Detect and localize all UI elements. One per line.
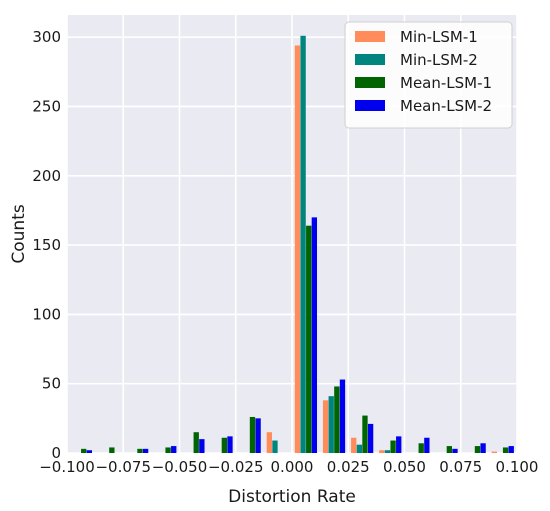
y-tick-label: 150: [32, 236, 61, 254]
x-axis-label: Distortion Rate: [228, 487, 356, 507]
x-tick-label: 0.075: [439, 458, 482, 476]
x-tick-label: 0.025: [327, 458, 370, 476]
bar-min-lsm-1: [322, 400, 329, 453]
bar-min-lsm-1: [491, 451, 498, 453]
bar-min-lsm-2: [300, 35, 306, 453]
bar-mean-lsm-2: [142, 448, 149, 453]
bar-min-lsm-2: [272, 440, 278, 453]
y-tick-label: 300: [32, 28, 61, 46]
bar-mean-lsm-1: [249, 416, 256, 453]
legend-label: Min-LSM-1: [400, 28, 478, 46]
bar-mean-lsm-2: [367, 423, 374, 453]
bar-mean-lsm-1: [334, 386, 340, 453]
y-tick-label: 200: [32, 167, 61, 185]
x-tick-label: 0.100: [496, 458, 539, 476]
y-axis-label: Counts: [9, 204, 29, 263]
bar-mean-lsm-2: [424, 437, 430, 453]
bar-mean-lsm-2: [199, 439, 205, 453]
legend-swatch: [355, 31, 385, 42]
x-tick-label: −0.100: [39, 458, 95, 476]
x-tick-label: 0.050: [383, 458, 426, 476]
bar-mean-lsm-1: [418, 443, 424, 453]
bar-min-lsm-1: [351, 437, 357, 453]
bar-mean-lsm-2: [86, 450, 93, 453]
legend-label: Min-LSM-2: [400, 51, 478, 69]
y-tick-label: 0: [51, 444, 61, 462]
legend-box: [344, 21, 513, 129]
bar-mean-lsm-2: [480, 443, 486, 453]
bar-mean-lsm-1: [221, 437, 228, 453]
tick-labels: −0.100 −0.075 −0.050 −0.025 0.000 0.025 0.050 0…: [32, 28, 538, 476]
legend-swatch: [355, 77, 385, 88]
bar-mean-lsm-1: [109, 447, 115, 453]
legend-label: Mean-LSM-2: [400, 97, 492, 115]
bar-mean-lsm-1: [362, 415, 368, 453]
bar-mean-lsm-1: [165, 447, 171, 453]
bar-mean-lsm-2: [452, 448, 458, 453]
bars: [81, 35, 514, 453]
bar-min-lsm-1: [266, 432, 273, 453]
bar-min-lsm-2: [384, 450, 391, 453]
bar-min-lsm-2: [328, 396, 334, 453]
bar-mean-lsm-1: [474, 446, 481, 453]
bar-mean-lsm-2: [171, 446, 177, 453]
bar-mean-lsm-2: [339, 379, 346, 453]
x-tick-label: −0.050: [152, 458, 208, 476]
bar-mean-lsm-1: [502, 447, 509, 453]
bar-mean-lsm-1: [390, 440, 396, 453]
x-tick-label: −0.075: [95, 458, 151, 476]
y-tick-label: 50: [42, 375, 61, 393]
bar-mean-lsm-2: [255, 418, 261, 453]
bar-min-lsm-1: [379, 450, 385, 453]
bar-mean-lsm-1: [137, 448, 143, 453]
bar-mean-lsm-1: [81, 448, 87, 453]
y-tick-label: 250: [32, 97, 61, 115]
bar-mean-lsm-2: [508, 446, 514, 453]
bar-mean-lsm-1: [306, 225, 312, 453]
bar-mean-lsm-1: [446, 446, 453, 453]
legend: Min-LSM-1 Min-LSM-2 Mean-LSM-1 Mean-LSM-2: [344, 21, 513, 129]
y-tick-label: 100: [32, 305, 61, 323]
bar-mean-lsm-1: [193, 432, 199, 453]
bar-min-lsm-2: [356, 444, 363, 453]
bar-mean-lsm-2: [311, 217, 318, 453]
legend-swatch: [355, 54, 385, 65]
x-tick-label: −0.025: [208, 458, 264, 476]
legend-swatch: [355, 100, 385, 111]
bar-mean-lsm-2: [396, 436, 402, 453]
legend-label: Mean-LSM-1: [400, 74, 492, 92]
bar-min-lsm-1: [294, 45, 301, 453]
x-tick-label: 0.000: [271, 458, 314, 476]
bar-mean-lsm-2: [227, 436, 233, 453]
